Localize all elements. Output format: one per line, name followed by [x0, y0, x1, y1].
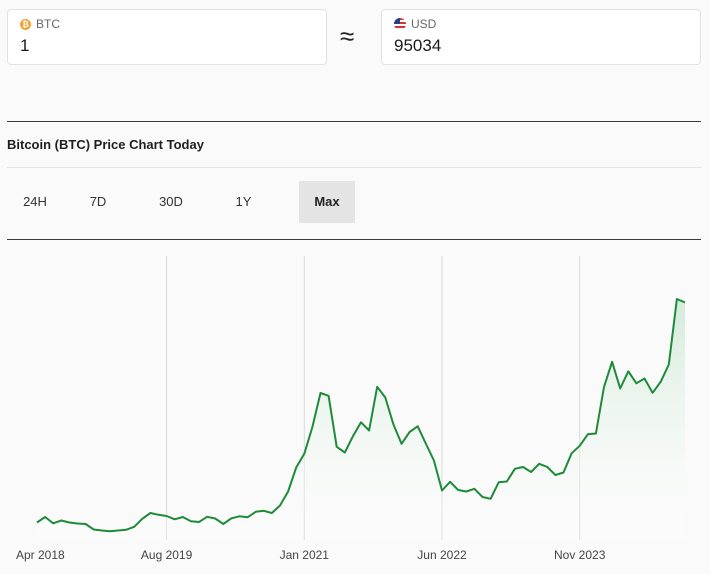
- tab-7d[interactable]: 7D: [89, 194, 107, 209]
- x-tick-label: Jun 2022: [417, 548, 467, 562]
- from-currency-label: ₿ BTC: [20, 17, 60, 31]
- price-area-fill: [37, 299, 685, 540]
- tab-24h[interactable]: 24H: [23, 194, 47, 209]
- price-line: [36, 298, 686, 533]
- timeframe-tabs: 24H 7D 30D 1Y Max: [7, 181, 355, 223]
- x-tick-label: Nov 2023: [554, 548, 606, 562]
- from-currency-field[interactable]: ₿ BTC: [7, 9, 327, 65]
- section-divider-bottom: [7, 239, 701, 240]
- x-tick-label: Apr 2018: [16, 548, 65, 562]
- tab-1y[interactable]: 1Y: [235, 194, 252, 209]
- bitcoin-icon: ₿: [20, 18, 31, 30]
- chart-title: Bitcoin (BTC) Price Chart Today: [7, 137, 204, 152]
- to-currency-code: USD: [411, 17, 437, 31]
- tab-max[interactable]: Max: [299, 181, 355, 223]
- x-tick-label: Aug 2019: [141, 548, 193, 562]
- to-amount-input[interactable]: [394, 36, 674, 56]
- us-flag-icon: [394, 18, 406, 30]
- from-currency-code: BTC: [36, 17, 60, 31]
- title-divider: [7, 167, 701, 168]
- to-currency-field[interactable]: USD: [381, 9, 701, 65]
- x-tick-label: Jan 2021: [280, 548, 330, 562]
- from-amount-input[interactable]: [20, 36, 300, 56]
- tab-30d[interactable]: 30D: [159, 194, 183, 209]
- to-currency-label: USD: [394, 17, 436, 31]
- price-chart: Apr 2018 Aug 2019 Jan 2021 Jun 2022 Nov 2023: [16, 256, 686, 562]
- currency-converter: ₿ BTC ≈ USD: [7, 9, 701, 69]
- section-divider-top: [7, 121, 701, 122]
- approx-symbol: ≈: [340, 21, 355, 51]
- x-axis-labels: Apr 2018 Aug 2019 Jan 2021 Jun 2022 Nov 2023: [16, 548, 606, 562]
